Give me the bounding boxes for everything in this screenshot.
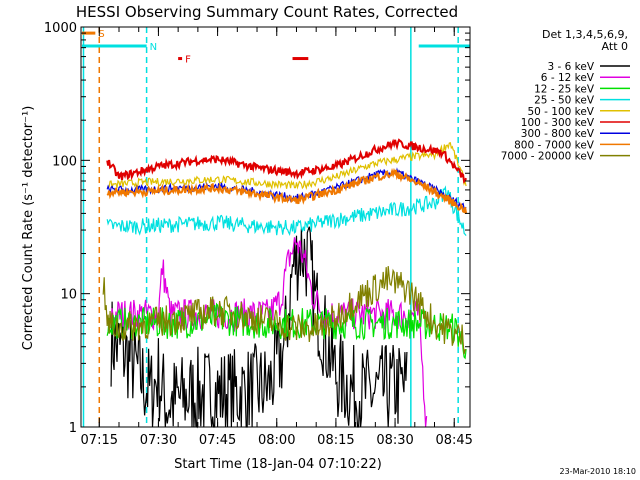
x-tick-label-2: 07:45 <box>199 433 236 448</box>
series-line-5 <box>106 138 468 184</box>
y-axis-label: Corrected Count Rate (s⁻¹ detector⁻¹) <box>21 106 36 351</box>
legend-label-4: 50 - 100 keV <box>527 106 594 118</box>
y-tick-label-2: 100 <box>52 154 77 169</box>
legend-label-6: 300 - 800 keV <box>521 128 595 140</box>
axes: 1 10 100 1000 07:15 07:30 07:45 08:00 08:15 08:30… <box>44 21 473 448</box>
x-tick-label-4: 08:15 <box>317 433 354 448</box>
legend-label-8: 7000 - 20000 keV <box>501 151 595 163</box>
plot-marks: S N F <box>82 27 470 429</box>
x-tick-label-5: 08:30 <box>376 433 413 448</box>
y-tick-label-0: 1 <box>69 421 77 436</box>
x-tick-label-6: 08:45 <box>435 433 472 448</box>
chart-title: HESSI Observing Summary Count Rates, Cor… <box>76 3 458 21</box>
legend-header-line-2: Att 0 <box>602 40 628 53</box>
legend-label-3: 25 - 50 keV <box>534 95 595 107</box>
flag-label-0: S <box>98 29 104 40</box>
legend-label-5: 100 - 300 keV <box>521 117 595 129</box>
series-line-7 <box>106 167 468 214</box>
footer-date: 23-Mar-2010 18:10 <box>560 467 637 476</box>
legend-label-0: 3 - 6 keV <box>547 61 594 73</box>
x-tick-label-1: 07:30 <box>140 433 177 448</box>
legend-label-1: 6 - 12 keV <box>541 72 595 84</box>
series-line-3 <box>106 185 467 236</box>
y-tick-label-3: 1000 <box>44 21 77 36</box>
series-line-2 <box>106 302 467 360</box>
x-tick-label-3: 08:00 <box>258 433 295 448</box>
series-line-4 <box>107 142 467 190</box>
legend-header-line-1: Det 1,3,4,5,6,9, <box>542 28 628 41</box>
series-line-8 <box>102 266 467 355</box>
x-tick-label-0: 07:15 <box>81 433 118 448</box>
x-axis-label: Start Time (18-Jan-04 07:10:22) <box>174 457 382 472</box>
flag-label-2: F <box>185 55 191 66</box>
y-tick-label-1: 10 <box>60 288 77 303</box>
plot-frame <box>80 26 471 428</box>
flag-label-1: N <box>150 42 157 53</box>
legend-label-2: 12 - 25 keV <box>534 83 595 95</box>
legend-label-7: 800 - 7000 keV <box>514 139 595 151</box>
